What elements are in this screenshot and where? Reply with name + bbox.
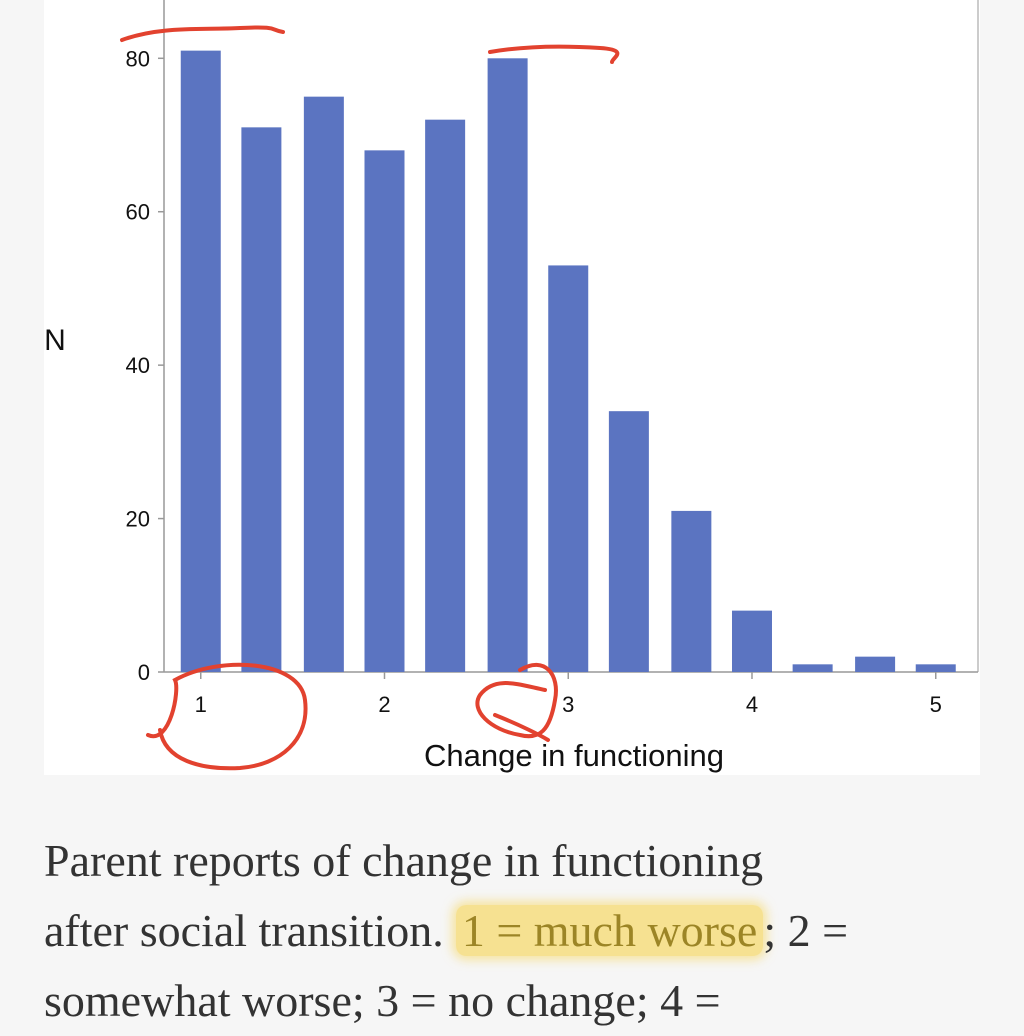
caption-line: after social transition. 1 = much worse; … [44, 896, 1004, 966]
bar [855, 656, 896, 672]
bar [792, 664, 833, 672]
bar [671, 510, 712, 672]
x-tick-label: 3 [562, 692, 574, 717]
highlighted-text: 1 = much worse [455, 905, 764, 956]
annotations [120, 25, 620, 771]
x-tick-label: 2 [378, 692, 390, 717]
x-axis-label: Change in functioning [424, 738, 724, 773]
bar [548, 265, 589, 672]
bar [364, 150, 405, 672]
y-tick-label: 0 [138, 660, 150, 685]
chart: N Change in functioning 0 20 40 60 80 1 2 3 4 5 [44, 0, 980, 775]
bar [608, 411, 649, 672]
bar [487, 58, 528, 672]
y-tick-label: 80 [126, 46, 150, 71]
y-tick-label: 40 [126, 353, 150, 378]
caption: Parent reports of change in functioning a… [44, 826, 1004, 1036]
bar [425, 119, 466, 672]
bar [915, 664, 956, 672]
caption-text: somewhat worse; 3 = no change; 4 = [44, 975, 721, 1026]
circle [146, 662, 308, 771]
scribble [488, 44, 620, 64]
x-tick-label: 1 [195, 692, 207, 717]
bar [731, 610, 772, 672]
x-tick-label: 4 [746, 692, 758, 717]
caption-line: somewhat worse; 3 = no change; 4 = [44, 966, 1004, 1036]
caption-text: ; 2 = [763, 905, 849, 956]
bar [303, 96, 344, 672]
y-axis-label: N [44, 324, 66, 357]
y-tick-label: 60 [126, 200, 150, 225]
circle [475, 662, 558, 742]
x-tick-label: 5 [930, 692, 942, 717]
bar [180, 50, 221, 673]
scribble [120, 25, 285, 42]
caption-text: after social transition. [44, 905, 444, 956]
caption-text: Parent reports of change in functioning [44, 835, 764, 886]
y-tick-label: 20 [126, 507, 150, 532]
bar [241, 127, 282, 672]
plot: 0 20 40 60 80 1 2 3 4 5 [126, 46, 956, 717]
caption-line: Parent reports of change in functioning [44, 826, 1004, 896]
